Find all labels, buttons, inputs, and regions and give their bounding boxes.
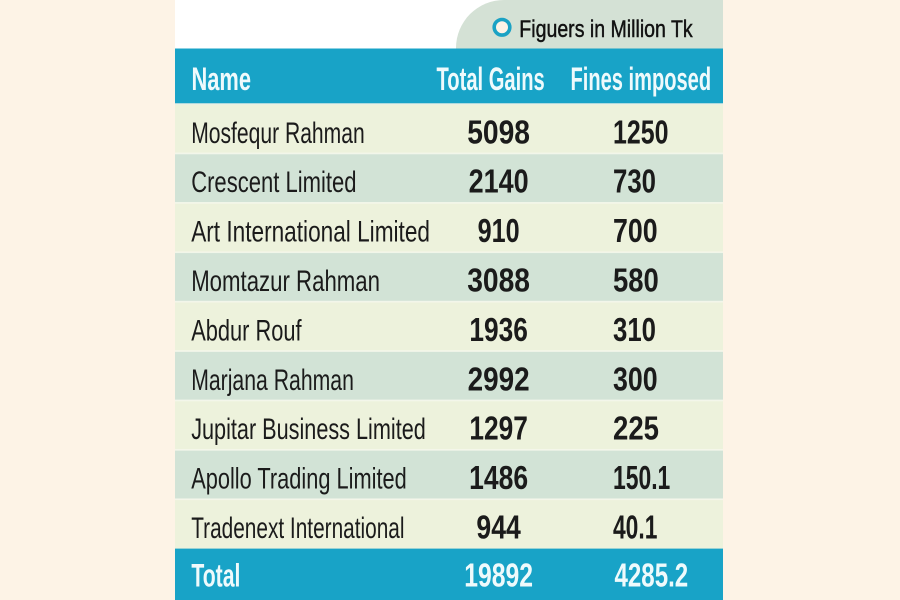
- svg-text:Fines imposed: Fines imposed: [571, 61, 712, 97]
- svg-text:Apollo Trading Limited: Apollo Trading Limited: [191, 463, 407, 496]
- svg-text:2992: 2992: [468, 361, 530, 398]
- svg-text:2140: 2140: [469, 164, 529, 201]
- svg-text:Figuers in Million Tk: Figuers in Million Tk: [519, 16, 693, 43]
- svg-text:1486: 1486: [469, 460, 528, 497]
- svg-text:Name: Name: [192, 61, 252, 97]
- svg-text:Tradenext International: Tradenext International: [191, 512, 404, 545]
- svg-text:300: 300: [613, 361, 658, 398]
- svg-text:Art International Limited: Art International Limited: [191, 216, 430, 249]
- svg-text:Total: Total: [191, 558, 240, 594]
- svg-text:5098: 5098: [467, 114, 530, 151]
- svg-text:730: 730: [613, 164, 656, 201]
- svg-text:150.1: 150.1: [613, 460, 670, 497]
- svg-text:4285.2: 4285.2: [615, 558, 689, 595]
- svg-text:40.1: 40.1: [613, 510, 657, 547]
- svg-text:1250: 1250: [613, 114, 669, 151]
- svg-text:1936: 1936: [469, 312, 527, 349]
- svg-text:580: 580: [613, 263, 659, 300]
- svg-text:700: 700: [613, 213, 658, 250]
- svg-text:19892: 19892: [464, 558, 533, 595]
- svg-text:310: 310: [613, 312, 656, 349]
- svg-text:1297: 1297: [469, 411, 527, 448]
- svg-text:944: 944: [476, 510, 521, 547]
- svg-text:Abdur Rouf: Abdur Rouf: [191, 314, 302, 347]
- svg-text:Jupitar Business Limited: Jupitar Business Limited: [191, 413, 426, 446]
- svg-text:3088: 3088: [467, 263, 530, 300]
- svg-text:910: 910: [478, 213, 520, 250]
- svg-text:Mosfequr Rahman: Mosfequr Rahman: [191, 117, 365, 150]
- svg-text:225: 225: [613, 411, 659, 448]
- svg-text:Marjana Rahman: Marjana Rahman: [191, 364, 354, 397]
- svg-text:Crescent Limited: Crescent Limited: [191, 166, 356, 199]
- svg-text:Total Gains: Total Gains: [437, 61, 545, 97]
- svg-text:Momtazur Rahman: Momtazur Rahman: [191, 265, 380, 298]
